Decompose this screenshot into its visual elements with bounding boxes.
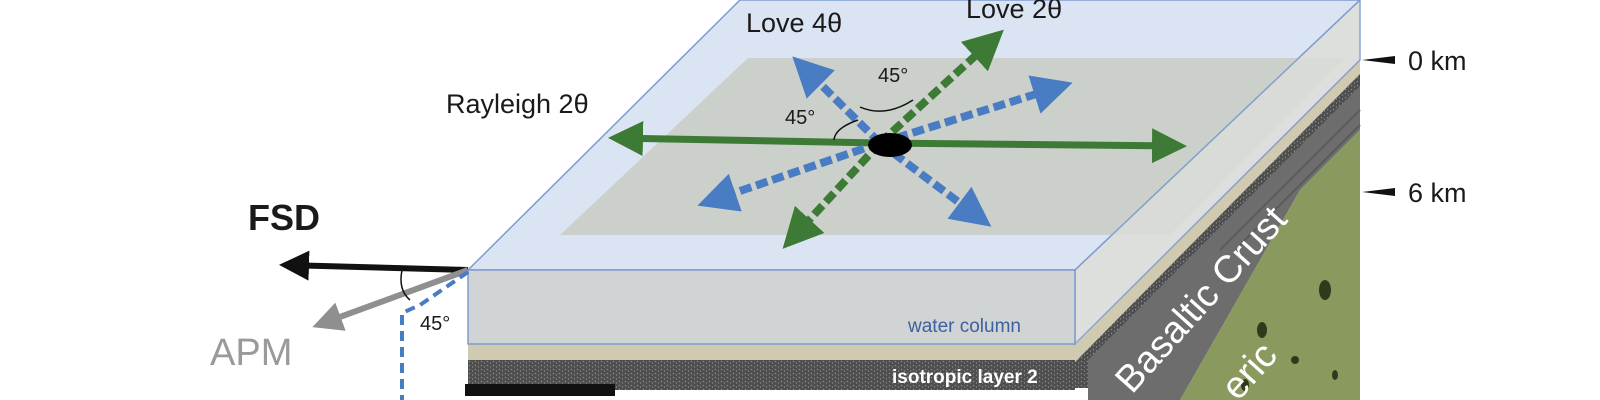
apm-label: APM [210, 332, 292, 374]
love4-arrow-sw [697, 139, 882, 212]
mantle-speck [1257, 322, 1267, 338]
love4-arrow-nw [792, 56, 883, 146]
layer2-side-face [1075, 72, 1360, 388]
fsd-label: FSD [248, 197, 320, 238]
mantle-speck [1291, 356, 1299, 364]
love4-arrow-ne [878, 75, 1073, 147]
depth-6-label: 6 km [1408, 178, 1467, 208]
love4-label: Love 4θ [746, 8, 842, 38]
mantle-speck [1332, 370, 1338, 380]
crust-stripe [1219, 109, 1361, 251]
sediment-front [468, 344, 1075, 360]
mantle-speck [1319, 280, 1331, 300]
love2-arrow-down [782, 140, 883, 249]
angle-top-label: 45° [878, 65, 908, 87]
rayleigh-arrow-right [879, 128, 1187, 164]
apm-arrow [312, 267, 470, 331]
love2-label: Love 2θ [966, 0, 1062, 24]
mantle-side-face [1180, 130, 1360, 400]
angle-arc-left [833, 119, 859, 141]
water-column-label: water column [907, 316, 1021, 337]
angle-left-label: 45° [785, 107, 815, 129]
angle-apm-label: 45° [420, 313, 450, 335]
depth-0-label: 0 km [1408, 46, 1467, 76]
water-front-face [467, 269, 1076, 345]
crust-stripe [1239, 124, 1361, 246]
depth-tick-6 [1362, 188, 1395, 196]
station-dot [868, 133, 912, 157]
fsd-arrow [279, 250, 469, 281]
dark-bar [465, 384, 615, 396]
angle-arc-top [859, 99, 914, 112]
basaltic-crust-side-face [1088, 80, 1360, 400]
sediment-side-face [1075, 58, 1360, 362]
mantle-speck [1241, 379, 1249, 391]
rayleigh2-label: Rayleigh 2θ [446, 89, 589, 119]
love2-arrow-up [877, 29, 1004, 146]
rayleigh-arrow-left [608, 121, 881, 157]
depth-tick-0 [1362, 56, 1395, 64]
blue-dashed-guide [400, 270, 470, 400]
angle-arc-apm [400, 269, 411, 301]
isotropic-layer-label: isotropic layer 2 [892, 367, 1038, 388]
